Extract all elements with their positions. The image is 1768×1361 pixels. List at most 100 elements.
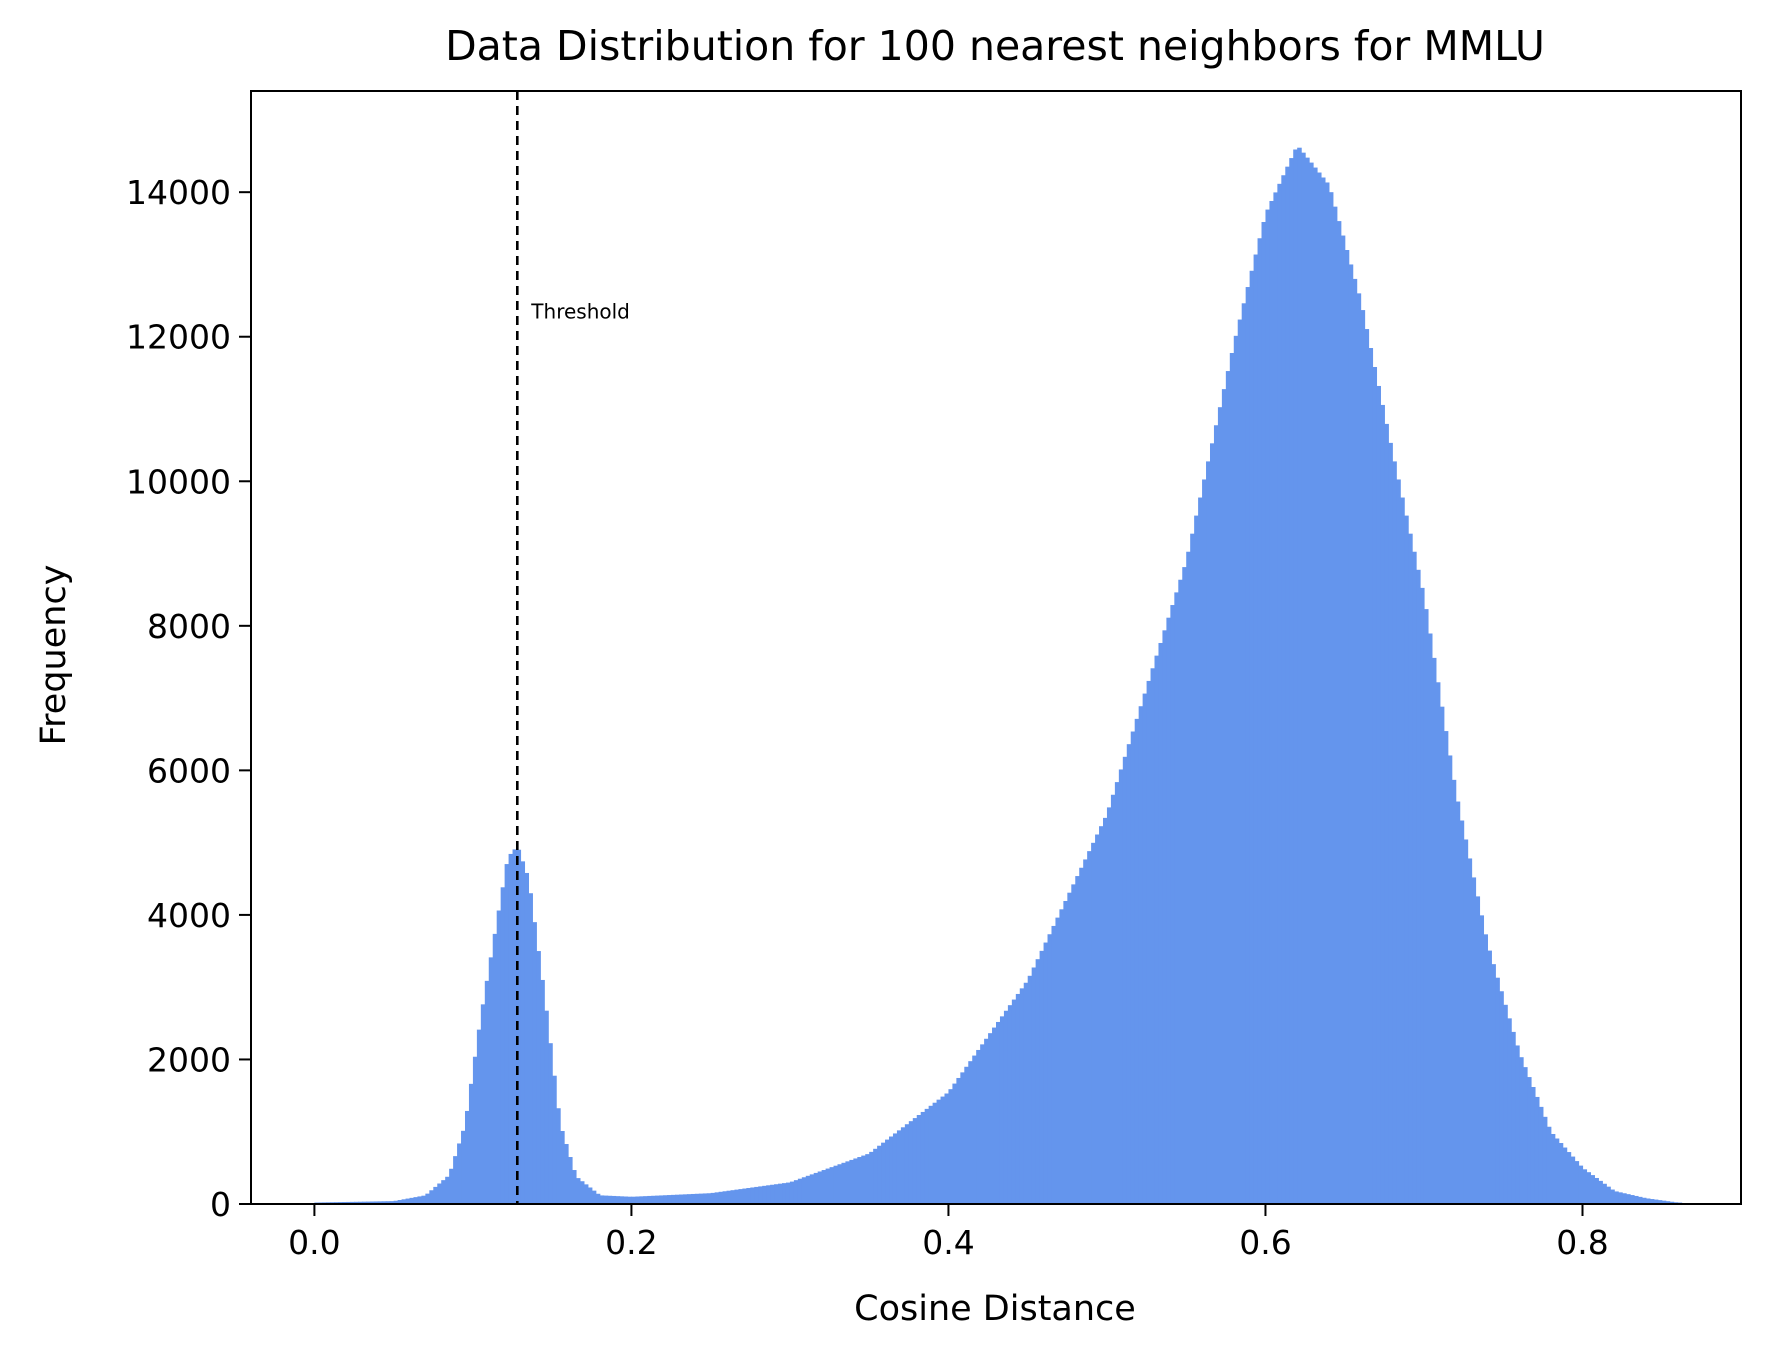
histogram-bar [1245, 287, 1251, 1204]
x-tick-label: 0.6 [1239, 1223, 1291, 1262]
histogram-bar [1376, 385, 1381, 1204]
histogram-bar [1055, 917, 1061, 1204]
histogram-bar [587, 1187, 593, 1204]
histogram-bar [956, 1077, 961, 1204]
histogram-bar [1289, 158, 1294, 1204]
histogram-bar [1388, 442, 1393, 1205]
histogram-bar [1340, 235, 1346, 1204]
histogram-bar [992, 1027, 997, 1204]
histogram-bar [1051, 925, 1057, 1204]
histogram-bar [1364, 329, 1370, 1204]
histogram-bar [1384, 423, 1389, 1204]
histogram-bar [354, 1201, 359, 1204]
histogram-bar [591, 1190, 597, 1204]
histogram-bar [1546, 1126, 1552, 1204]
histogram-bar [524, 872, 529, 1204]
histogram-bar [698, 1193, 704, 1204]
histogram-bar [381, 1201, 387, 1204]
histogram-bar [1035, 959, 1041, 1204]
histogram-bar [1047, 934, 1053, 1204]
histogram-bar [373, 1201, 379, 1204]
histogram-bar [857, 1157, 862, 1204]
histogram-bar [671, 1194, 676, 1204]
histogram-bar [714, 1192, 720, 1204]
histogram-bar [678, 1194, 684, 1204]
histogram-bar [1602, 1183, 1607, 1204]
histogram-bar [1380, 404, 1385, 1204]
histogram-bar [1102, 817, 1108, 1204]
histogram-bar [619, 1196, 625, 1204]
histogram-bar [1404, 515, 1409, 1204]
histogram-bar [972, 1055, 977, 1204]
y-axis-ticks: 0 2000 4000 6000 8000 10000 12000 14000 [126, 173, 251, 1224]
histogram-bar [397, 1200, 403, 1204]
histogram-bar [1233, 335, 1239, 1204]
histogram-bar [1106, 807, 1112, 1204]
histogram-bar [1194, 515, 1199, 1204]
histogram-bar [742, 1188, 747, 1204]
histogram-bar [488, 957, 494, 1204]
histogram-bar [623, 1196, 629, 1204]
histogram-bar [1154, 655, 1160, 1204]
histogram-bar [900, 1127, 906, 1204]
histogram-bar [904, 1124, 910, 1204]
histogram-bar [1590, 1175, 1595, 1204]
histogram-bar [393, 1200, 399, 1204]
histogram-bar [1542, 1116, 1548, 1204]
histogram-bar [952, 1083, 957, 1204]
histogram-bar [1313, 167, 1318, 1204]
histogram-bar [429, 1190, 434, 1204]
histogram-bar [496, 910, 502, 1204]
histogram-bar [441, 1180, 446, 1204]
histogram-bar [1182, 567, 1187, 1204]
histogram-bar [980, 1044, 985, 1204]
histogram-bar [1209, 443, 1215, 1204]
histogram-bar [357, 1201, 363, 1204]
histogram-bar [1396, 479, 1401, 1204]
histogram-bar [1566, 1152, 1572, 1204]
histogram-bar [1293, 149, 1298, 1205]
histogram-bar [734, 1189, 740, 1204]
histogram-bar [801, 1177, 807, 1204]
histogram-bar [869, 1151, 874, 1204]
histogram-bar [433, 1186, 438, 1204]
histogram-bar [449, 1168, 454, 1204]
histogram-bar [1138, 706, 1144, 1204]
histogram-bar [579, 1181, 585, 1204]
histogram-bar [1297, 147, 1302, 1204]
histogram-bar [1087, 851, 1092, 1204]
histogram-bar [805, 1175, 811, 1204]
histogram-bar [385, 1201, 391, 1204]
histogram-bar [675, 1194, 680, 1204]
histogram-bar [1083, 859, 1088, 1204]
histogram-bar [1582, 1169, 1588, 1204]
histogram-bar [1269, 200, 1274, 1204]
histogram-bar [750, 1187, 755, 1204]
histogram-bar [552, 1075, 557, 1204]
histogram-bar [1459, 820, 1465, 1204]
histogram-bar [1011, 999, 1017, 1204]
histogram-bar [1669, 1201, 1675, 1204]
histogram-bar [896, 1130, 902, 1204]
histogram-bar [536, 951, 541, 1204]
histogram-bar [1166, 617, 1171, 1204]
histogram-bar [845, 1161, 850, 1204]
histogram-bar [663, 1195, 668, 1204]
histogram-bar [920, 1111, 926, 1204]
histogram-bar [797, 1178, 803, 1204]
histogram-bar [1003, 1010, 1009, 1204]
histogram-bar [1562, 1147, 1568, 1204]
histogram-bar [726, 1190, 732, 1204]
histogram-bar [417, 1196, 422, 1204]
histogram-bar [1570, 1156, 1576, 1204]
histogram-bar [631, 1196, 636, 1204]
histogram-bar [599, 1195, 605, 1204]
histogram-bar [881, 1142, 886, 1204]
histogram-bar [1630, 1195, 1635, 1204]
y-tick-label: 0 [210, 1185, 231, 1224]
histogram-bar [924, 1108, 930, 1204]
histogram-bar [1439, 706, 1445, 1204]
histogram-bar [686, 1194, 692, 1204]
histogram-bar [1063, 900, 1068, 1204]
histogram-bar [1332, 206, 1338, 1205]
